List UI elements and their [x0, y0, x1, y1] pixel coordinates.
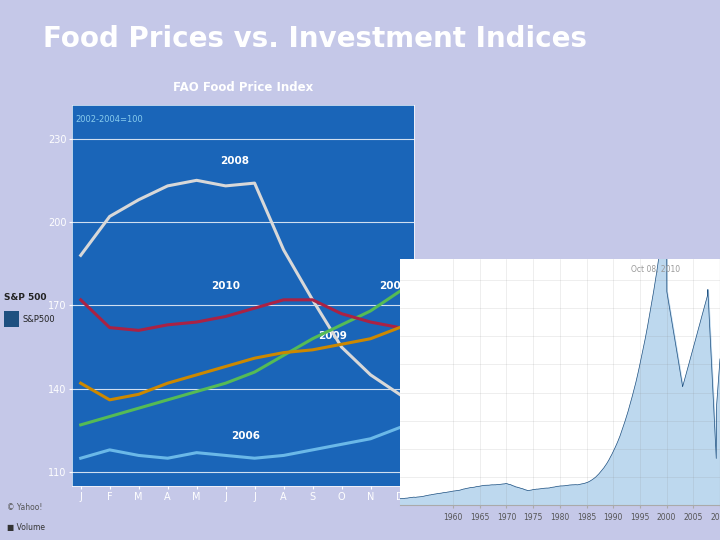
Text: FAO Food Price Index: FAO Food Price Index [173, 81, 313, 94]
Text: 2009: 2009 [318, 330, 347, 341]
Text: ■ Volume: ■ Volume [7, 523, 45, 532]
Text: Food Prices vs. Investment Indices: Food Prices vs. Investment Indices [43, 25, 588, 52]
Text: © Yahoo!: © Yahoo! [7, 503, 42, 512]
Text: S&P500: S&P500 [22, 315, 55, 324]
Text: 2007: 2007 [379, 281, 408, 291]
Text: 2010: 2010 [211, 281, 240, 291]
Text: 2008: 2008 [220, 156, 249, 166]
Text: 2002-2004=100: 2002-2004=100 [76, 115, 143, 124]
Text: 2006: 2006 [231, 431, 261, 441]
Text: Oct 08, 2010: Oct 08, 2010 [631, 265, 680, 274]
Bar [4, 310, 19, 327]
Text: S&P 500: S&P 500 [4, 293, 46, 301]
